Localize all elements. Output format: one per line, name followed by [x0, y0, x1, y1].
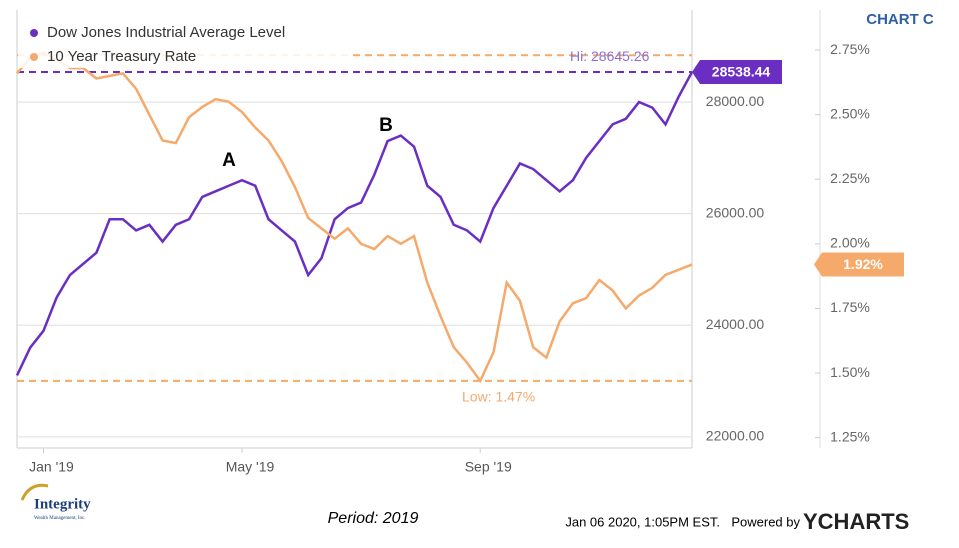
legend-label: Dow Jones Industrial Average Level	[47, 24, 285, 41]
y-tick-label: 28000.00	[706, 93, 765, 109]
x-tick-label: Jan '19	[29, 459, 74, 475]
y2-tick-label: 2.50%	[830, 105, 870, 121]
end-label-box	[814, 252, 904, 277]
powered-by: Powered by	[731, 514, 800, 529]
chart-label: CHART C	[866, 11, 934, 28]
series-line	[16, 51, 693, 384]
logo-swoosh	[20, 483, 49, 501]
y-tick-label: 24000.00	[706, 316, 765, 332]
logo-subtext: Wealth Management, Inc.	[34, 516, 86, 521]
y2-tick-label: 2.25%	[830, 170, 870, 186]
period: Period: 2019	[328, 510, 419, 527]
x-tick-label: May '19	[226, 459, 275, 475]
end-label-box	[692, 60, 782, 85]
y2-tick-label: 1.50%	[830, 364, 870, 380]
y2-tick-label: 2.75%	[830, 41, 870, 57]
end-label: 1.92%	[843, 256, 883, 272]
timestamp: Jan 06 2020, 1:05PM EST.	[565, 514, 720, 529]
reference-label: Low: 1.47%	[462, 389, 535, 405]
y-tick-label: 22000.00	[706, 428, 765, 444]
x-tick-label: Sep '19	[465, 459, 512, 475]
brand: YCHARTS	[803, 509, 909, 534]
logo: Integrity Wealth Management, Inc.	[20, 483, 91, 521]
annotation: A	[222, 150, 236, 171]
y-tick-label: 26000.00	[706, 204, 765, 220]
legend-marker	[30, 29, 38, 37]
y2-tick-label: 1.75%	[830, 299, 870, 315]
y2-tick-label: 1.25%	[830, 428, 870, 444]
end-label: 28538.44	[712, 64, 771, 80]
legend-marker	[30, 53, 38, 61]
legend: Dow Jones Industrial Average Level 10 Yea…	[18, 18, 353, 68]
annotation: B	[379, 115, 393, 136]
legend-box	[18, 18, 353, 68]
reference-label: Hi: 28645.26	[570, 48, 650, 64]
legend-label: 10 Year Treasury Rate	[47, 48, 196, 65]
series-line	[15, 71, 694, 377]
y2-tick-label: 2.00%	[830, 235, 870, 251]
logo-text: Integrity	[34, 496, 91, 512]
